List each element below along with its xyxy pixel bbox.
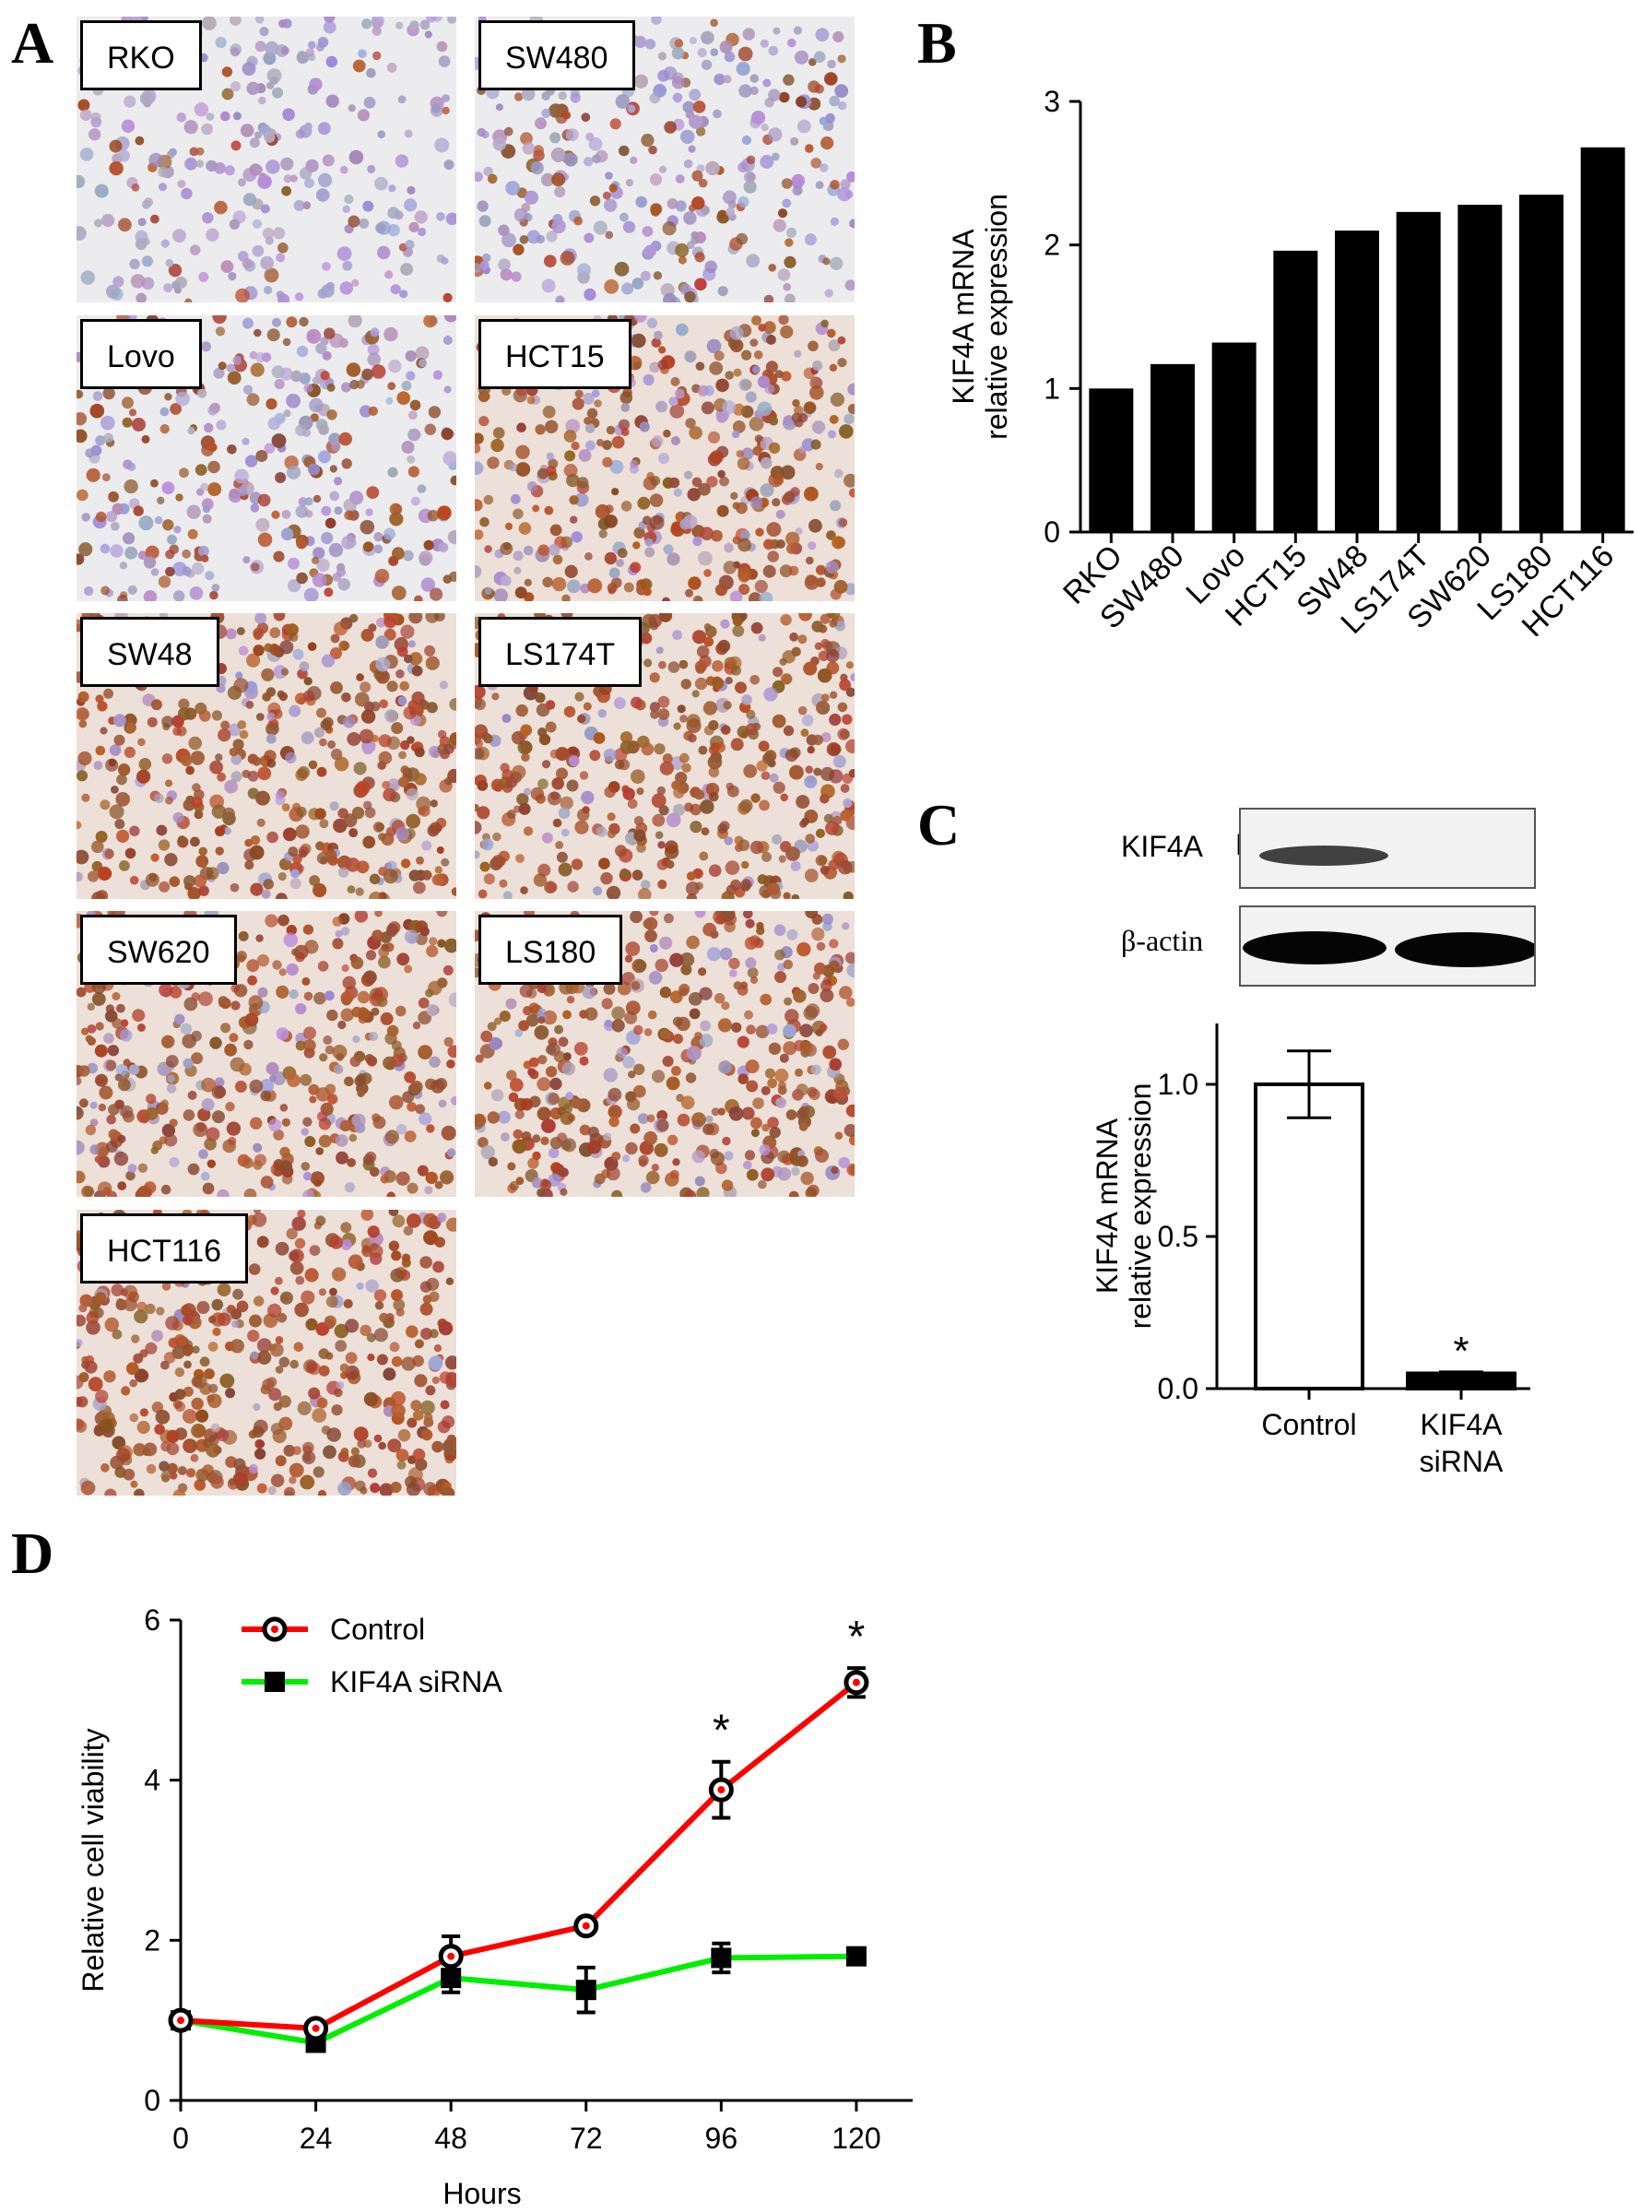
micrograph-label: Lovo — [80, 319, 202, 389]
y-tick-label: 0.0 — [1158, 1372, 1198, 1405]
micrograph-tile: SW480 — [475, 17, 855, 302]
significance-marker: * — [713, 1707, 730, 1756]
bar — [1211, 342, 1257, 532]
series-line — [180, 1680, 858, 2031]
y-tick-label: 0 — [144, 2084, 160, 2117]
micrograph-tile: SW48 — [77, 613, 456, 899]
blot-label-actin-text: β-actin — [1121, 924, 1204, 957]
x-tick-label: 0 — [172, 2122, 189, 2155]
data-point-center — [582, 1922, 590, 1930]
data-point-center — [852, 1678, 860, 1686]
series-line — [180, 1953, 856, 2046]
legend-label: KIF4A siRNA — [330, 1665, 502, 1698]
blot-lane-kif4a — [1239, 808, 1536, 889]
y-axis-label: Relative cell viability — [77, 1728, 110, 1992]
y-axis-label-line1: KIF4A mRNA — [947, 229, 980, 405]
data-point-center — [312, 2024, 320, 2032]
bar — [1089, 388, 1134, 532]
data-point-center — [717, 1786, 726, 1794]
y-tick-label: 4 — [144, 1764, 160, 1797]
bar — [1150, 363, 1195, 532]
legend-marker-center — [271, 1626, 278, 1633]
bar — [1457, 205, 1503, 532]
data-point — [575, 1980, 596, 2001]
micrograph-tile: LS174T — [475, 613, 855, 899]
y-tick-label: 1 — [1044, 372, 1060, 405]
chart-b: 0123RKOSW480LovoHCT15SW48LS174TSW620LS18… — [947, 85, 1634, 636]
micrograph-image — [77, 315, 456, 601]
bar — [1254, 1082, 1364, 1390]
y-tick-label: 0 — [1044, 515, 1060, 549]
blot-band-actin — [1243, 931, 1539, 967]
y-tick-label: 0.5 — [1158, 1220, 1198, 1253]
panel-letter-d: D — [11, 1520, 54, 1586]
bar — [1273, 250, 1318, 532]
x-tick-label: 120 — [832, 2122, 880, 2155]
western-blot: KIF4A — [1235, 804, 1540, 988]
panel-letter-a: A — [11, 10, 54, 76]
x-tick-label: 96 — [705, 2122, 738, 2155]
micrograph-label: HCT116 — [80, 1213, 249, 1283]
blot-lane-actin — [1239, 905, 1539, 987]
data-point-center — [177, 2017, 184, 2025]
chart-c: 0.0 0.5 1.0 Control KIF4A siRNA * KIF4A mRNA rel… — [1091, 1023, 1530, 1478]
micrograph-tile: HCT116 — [77, 1210, 456, 1496]
micrograph-label: SW480 — [478, 20, 635, 90]
legend-label: Control — [330, 1613, 425, 1646]
x-tick-label: 72 — [570, 2122, 603, 2155]
micrograph-image — [77, 1210, 456, 1496]
y-tick-label: 1.0 — [1158, 1068, 1198, 1101]
data-point — [711, 1947, 732, 1969]
y-axis-label-line1: KIF4A mRNA — [1091, 1118, 1124, 1294]
y-tick-label: 3 — [1044, 85, 1060, 118]
blot-label-kif4a-text: KIF4A — [1121, 830, 1203, 863]
micrograph-label: SW620 — [80, 915, 237, 985]
data-point-center — [447, 1952, 455, 1960]
x-tick-label: KIF4A — [1421, 1408, 1504, 1441]
bar — [1396, 211, 1441, 532]
micrograph-label: LS180 — [478, 915, 623, 985]
blot-band-kif4a — [1259, 846, 1388, 866]
micrograph-label: LS174T — [478, 617, 643, 687]
y-tick-label: 2 — [144, 1923, 160, 1957]
legend-marker — [265, 1672, 285, 1692]
bar — [1580, 147, 1625, 532]
x-tick-label-line2: siRNA — [1420, 1445, 1504, 1478]
x-axis-label: Hours — [442, 2177, 521, 2210]
panel-letter-c: C — [917, 792, 961, 858]
bar — [1519, 195, 1564, 532]
data-point — [845, 1946, 867, 1967]
x-tick-label: 24 — [300, 2122, 333, 2155]
x-tick-label: Control — [1261, 1408, 1356, 1441]
significance-marker: * — [848, 1613, 866, 1662]
micrograph-tile: SW620 — [77, 911, 456, 1197]
micrograph-tile: RKO — [77, 17, 456, 302]
micrograph-label: SW48 — [80, 617, 219, 687]
y-tick-label: 6 — [144, 1603, 160, 1637]
y-axis-label-line2: relative expression — [980, 194, 1013, 440]
y-tick-label: 2 — [1044, 229, 1060, 262]
micrograph-tile: HCT15 — [475, 315, 855, 601]
micrograph-tile: Lovo — [77, 315, 456, 601]
significance-marker: * — [1453, 1329, 1469, 1374]
micrograph-label: HCT15 — [478, 319, 631, 389]
panel-letter-b: B — [917, 10, 957, 76]
micrograph-tile: LS180 — [475, 911, 855, 1197]
micrograph-label: RKO — [80, 20, 202, 90]
bar — [1335, 231, 1379, 532]
y-axis-label-line2: relative expression — [1124, 1083, 1157, 1330]
x-tick-label: 48 — [434, 2122, 467, 2155]
